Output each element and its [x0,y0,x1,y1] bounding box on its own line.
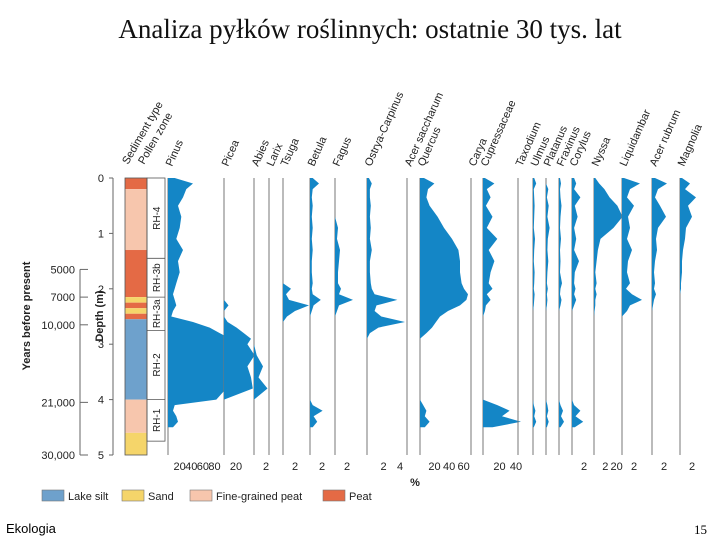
pct-tick-label: 2 [581,461,587,473]
pct-tick-label: 40 [185,461,197,473]
pct-tick-label: 2 [319,461,325,473]
legend: Lake silt Sand Fine-grained peat Peat [41,489,372,503]
depth-axis-title: Depth (m) [94,290,106,342]
pct-tick-label: 20 [493,461,505,473]
series-curve [572,178,584,428]
depth-tick-label: 2 [98,284,104,296]
legend-label: Sand [148,491,174,503]
series-curve [594,178,623,428]
sediment-layer [125,302,147,309]
pct-tick-label: 2 [689,461,695,473]
pct-tick-label: 2 [380,461,386,473]
pct-tick-label: 2 [661,461,667,473]
legend-label: Lake silt [68,491,108,503]
depth-tick-label: 1 [98,228,104,240]
taxon-label: Nyssa [590,135,614,169]
sediment-layer [125,250,147,298]
pct-tick-label: 20 [428,461,440,473]
slide-title: Analiza pyłków roślinnych: ostatnie 30 t… [118,14,622,44]
legend-swatch [322,489,346,502]
series-curve [680,178,696,428]
pct-tick-label: 2 [631,461,637,473]
series-curve [310,178,323,428]
series-curve [622,178,642,428]
years-axis-title: Years before present [21,261,33,370]
taxon-label: Betula [306,134,330,168]
sediment-layer [125,313,147,320]
pollen-zone-column-frame [146,177,166,442]
taxon-label: Cupressaceae [479,99,519,169]
years-tick-label: 21,000 [41,397,75,409]
depth-tick-label: 5 [98,450,104,462]
pollen-zone-label: RH-1 [152,408,163,432]
pct-tick-label: 2 [292,461,298,473]
series-curve [254,178,268,428]
series-curve [283,178,309,428]
pct-tick-label: 2 [344,461,350,473]
pct-tick-label: 60 [458,461,470,473]
pct-tick-label: 20 [230,461,242,473]
legend-swatch [121,489,145,502]
pct-tick-label: 20 [610,461,622,473]
series-curve [546,178,550,428]
years-tick-label: 30,000 [41,450,75,462]
series-curve [533,178,537,428]
sediment-layer [125,178,147,190]
taxon-label: Picea [220,137,243,168]
sediment-layer [125,432,147,455]
series-curve [559,178,564,428]
legend-swatch [189,489,213,502]
legend-label: Fine-grained peat [216,491,302,503]
series-curve [652,178,667,428]
series-curve [335,178,353,428]
pollen-zone-label: RH-3a [152,299,163,328]
years-tick-label: 7000 [51,292,75,304]
sediment-layer [125,189,147,251]
pct-tick-label: 80 [208,461,220,473]
depth-and-years-axes: 0 1 2 3 4 5 Depth (m) 5000 7000 10,000 21,000 30,00… [21,173,114,462]
pct-tick-label: 2 [602,461,608,473]
pct-tick-label: 4 [397,461,403,473]
taxon-label: Magnolia [676,122,705,168]
series-curve [420,178,468,428]
page-number: 15 [694,522,707,537]
sediment-layer [125,297,147,303]
series-curve [168,178,233,428]
legend-label: Peat [349,491,372,503]
taxon-label: Liquidambar [618,108,654,168]
pct-tick-label: 2 [263,461,269,473]
pollen-zone-label: RH-2 [152,353,163,377]
pct-tick-label: 20 [174,461,186,473]
taxon-label: Ostrya-Carpinus [363,90,407,168]
series-curve [367,178,405,428]
pollen-zone-label: RH-4 [152,206,163,230]
sediment-layer [125,319,147,400]
series-curve [483,178,521,428]
depth-tick-label: 4 [98,395,104,407]
pct-axis-title: % [410,477,420,489]
footer-course-label: Ekologia [6,521,56,536]
years-tick-label: 10,000 [41,320,75,332]
sediment-layer [125,399,147,433]
depth-tick-label: 3 [98,339,104,351]
pct-tick-label: 40 [510,461,522,473]
pct-tick-label: 40 [443,461,455,473]
depth-tick-label: 0 [98,173,104,185]
legend-swatch [41,489,65,502]
sediment-layer [125,308,147,314]
pct-tick-label: 60 [197,461,209,473]
pollen-zone-label: RH-3b [152,263,163,292]
taxon-label: Pinus [164,138,186,168]
taxon-label: Fagus [331,135,355,168]
years-tick-label: 5000 [51,264,75,276]
series-curve [224,178,255,428]
